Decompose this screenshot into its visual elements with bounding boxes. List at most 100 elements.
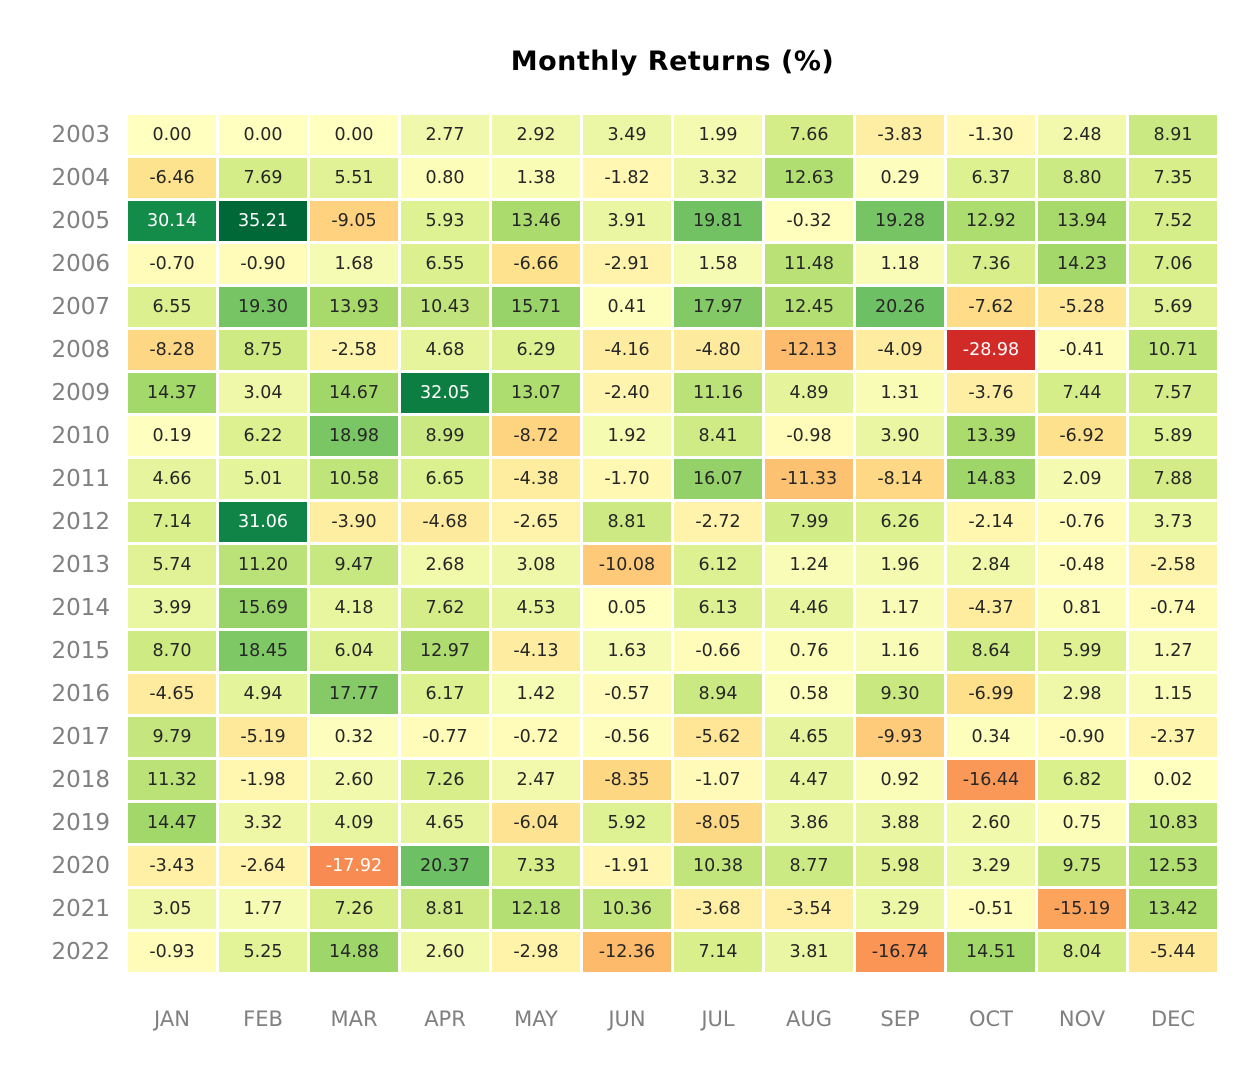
heatmap-cell: 1.17	[856, 588, 944, 628]
heatmap-cell: -0.57	[583, 674, 671, 714]
heatmap-cell: 20.26	[856, 287, 944, 327]
heatmap-cell: -3.54	[765, 889, 853, 929]
heatmap-cell: 0.00	[310, 115, 398, 155]
heatmap-cell: 7.66	[765, 115, 853, 155]
heatmap-cell: 7.44	[1038, 373, 1126, 413]
heatmap-cell: 17.97	[674, 287, 762, 327]
heatmap-cell: 13.07	[492, 373, 580, 413]
heatmap-cell: 1.68	[310, 244, 398, 284]
heatmap-cell: -4.09	[856, 330, 944, 370]
col-label-month: NOV	[1058, 1007, 1106, 1031]
heatmap-cell: 14.37	[128, 373, 216, 413]
heatmap-cell: 19.30	[219, 287, 307, 327]
heatmap-cell: 1.92	[583, 416, 671, 456]
heatmap-cell: -5.28	[1038, 287, 1126, 327]
row-label-year: 2010	[51, 423, 110, 449]
heatmap-cell: 1.31	[856, 373, 944, 413]
heatmap-cell: -0.70	[128, 244, 216, 284]
heatmap-cell: 3.05	[128, 889, 216, 929]
heatmap-cell: 9.79	[128, 717, 216, 757]
heatmap-cell: -8.72	[492, 416, 580, 456]
heatmap-cell: 0.81	[1038, 588, 1126, 628]
heatmap-cell: 0.19	[128, 416, 216, 456]
heatmap-cell: -28.98	[947, 330, 1035, 370]
heatmap-cell: 4.46	[765, 588, 853, 628]
heatmap-cell: -6.66	[492, 244, 580, 284]
heatmap-cell: 1.15	[1129, 674, 1217, 714]
heatmap-cell: -5.19	[219, 717, 307, 757]
heatmap-cell: -2.91	[583, 244, 671, 284]
heatmap-cell: 5.74	[128, 545, 216, 585]
heatmap-cell: 18.98	[310, 416, 398, 456]
heatmap-cell: 6.26	[856, 502, 944, 542]
col-label-month: MAR	[330, 1007, 378, 1031]
heatmap-cell: 1.42	[492, 674, 580, 714]
col-label-month: OCT	[968, 1007, 1014, 1031]
heatmap-cell: 5.51	[310, 158, 398, 198]
heatmap-cell: -0.72	[492, 717, 580, 757]
col-label-month: AUG	[785, 1007, 832, 1031]
heatmap-cell: -2.40	[583, 373, 671, 413]
heatmap-cell: -1.07	[674, 760, 762, 800]
heatmap-cell: -3.83	[856, 115, 944, 155]
heatmap-cell: -0.51	[947, 889, 1035, 929]
heatmap-cell: 2.60	[401, 932, 489, 972]
heatmap-cell: -7.62	[947, 287, 1035, 327]
heatmap-cell: 6.13	[674, 588, 762, 628]
heatmap-cell: 14.51	[947, 932, 1035, 972]
heatmap-cell: 1.16	[856, 631, 944, 671]
heatmap-cell: -0.66	[674, 631, 762, 671]
heatmap-cell: 13.39	[947, 416, 1035, 456]
heatmap-cell: 35.21	[219, 201, 307, 241]
row-label-year: 2008	[51, 337, 110, 363]
heatmap-cell: 32.05	[401, 373, 489, 413]
heatmap-cell: 4.89	[765, 373, 853, 413]
col-label-month: JUN	[608, 1007, 646, 1031]
heatmap-cell: 12.45	[765, 287, 853, 327]
heatmap-cell: 3.90	[856, 416, 944, 456]
heatmap-cell: 6.55	[401, 244, 489, 284]
heatmap-cell: 2.47	[492, 760, 580, 800]
heatmap-cell: -12.36	[583, 932, 671, 972]
heatmap-cell: 8.64	[947, 631, 1035, 671]
heatmap-cell: 0.29	[856, 158, 944, 198]
heatmap-cell: 7.14	[674, 932, 762, 972]
row-label-year: 2006	[51, 251, 110, 277]
heatmap-cell: -6.46	[128, 158, 216, 198]
heatmap-cell: 8.75	[219, 330, 307, 370]
heatmap-cell: -0.74	[1129, 588, 1217, 628]
heatmap-cell: 3.91	[583, 201, 671, 241]
heatmap-cell: 3.81	[765, 932, 853, 972]
heatmap-cell: 12.18	[492, 889, 580, 929]
heatmap-cell: 6.55	[128, 287, 216, 327]
heatmap-cell: 10.36	[583, 889, 671, 929]
row-label-year: 2021	[51, 896, 110, 922]
heatmap-cell: 4.09	[310, 803, 398, 843]
heatmap-cell: 9.30	[856, 674, 944, 714]
heatmap-cell: 3.08	[492, 545, 580, 585]
heatmap-cell: 5.98	[856, 846, 944, 886]
heatmap-cell: -2.58	[310, 330, 398, 370]
heatmap-cell: 0.02	[1129, 760, 1217, 800]
heatmap-cell: 10.83	[1129, 803, 1217, 843]
heatmap-cell: 3.29	[947, 846, 1035, 886]
heatmap-cell: -3.68	[674, 889, 762, 929]
heatmap-cell: 7.99	[765, 502, 853, 542]
heatmap-cell: 0.41	[583, 287, 671, 327]
row-label-year: 2003	[51, 122, 110, 148]
heatmap-cell: -1.91	[583, 846, 671, 886]
heatmap-cell: 2.98	[1038, 674, 1126, 714]
heatmap-cell: 0.05	[583, 588, 671, 628]
heatmap-cell: -16.44	[947, 760, 1035, 800]
heatmap-cell: -5.62	[674, 717, 762, 757]
heatmap-cell: 0.32	[310, 717, 398, 757]
heatmap-cell: 5.89	[1129, 416, 1217, 456]
heatmap-cell: 3.04	[219, 373, 307, 413]
heatmap-cell: 7.69	[219, 158, 307, 198]
heatmap-cell: -0.48	[1038, 545, 1126, 585]
row-label-year: 2019	[51, 810, 110, 836]
heatmap-cell: -0.90	[219, 244, 307, 284]
heatmap-cell: -1.70	[583, 459, 671, 499]
heatmap-cell: 2.84	[947, 545, 1035, 585]
heatmap-cell: 6.22	[219, 416, 307, 456]
